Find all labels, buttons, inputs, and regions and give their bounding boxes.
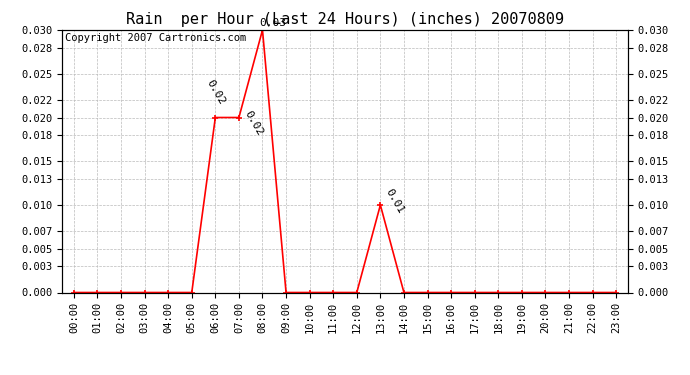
Text: Copyright 2007 Cartronics.com: Copyright 2007 Cartronics.com (65, 33, 246, 43)
Text: 0.03: 0.03 (259, 18, 286, 28)
Title: Rain  per Hour (Last 24 Hours) (inches) 20070809: Rain per Hour (Last 24 Hours) (inches) 2… (126, 12, 564, 27)
Text: 0.01: 0.01 (384, 188, 406, 216)
Text: 0.02: 0.02 (242, 109, 264, 137)
Text: 0.02: 0.02 (205, 78, 227, 106)
